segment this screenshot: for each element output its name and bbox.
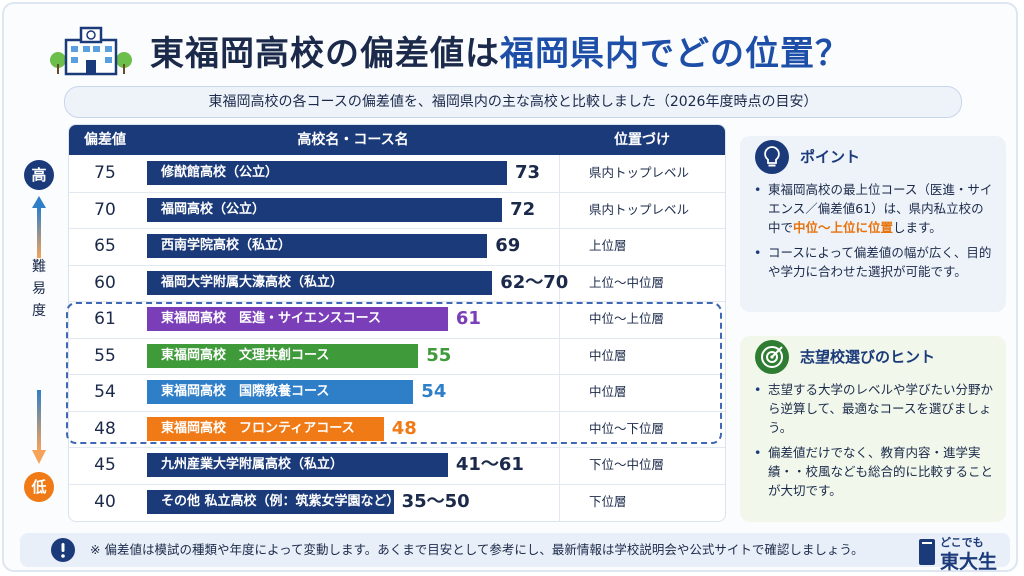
bar-label: 福岡大学附属大濠高校（私立）	[161, 274, 344, 290]
row-rank: 上位〜中位層	[589, 274, 665, 290]
row-divider	[69, 483, 725, 485]
bar: 東福岡高校 フロンティアコース	[147, 416, 384, 441]
data-label: 62〜70	[500, 271, 569, 293]
row-divider	[69, 374, 725, 375]
row-rank: 下位層	[589, 493, 627, 509]
alert-icon	[51, 538, 75, 562]
header-name: 高校名・コース名	[297, 132, 409, 148]
row-rank: 下位〜中位層	[589, 457, 665, 473]
row-score: 45	[94, 455, 116, 476]
row-score: 55	[94, 345, 116, 366]
page-title-highlight: 福岡県内でどの位置？	[500, 34, 850, 74]
bar: 西南学院高校（私立）	[147, 234, 488, 259]
row-score: 70	[94, 199, 116, 220]
row-rank: 中位〜上位層	[589, 311, 665, 327]
row-score: 40	[94, 491, 116, 512]
row-divider	[69, 447, 725, 448]
row-score: 61	[94, 309, 116, 330]
row-score: 60	[94, 272, 116, 293]
scale-label: 難易度	[32, 259, 46, 319]
hint-panel-header: 志望校選びのヒント	[740, 336, 1006, 378]
bar: 福岡大学附属大濠高校（私立）	[147, 270, 493, 295]
bar-label: 修猷館高校（公立）	[161, 165, 279, 181]
hint-panel: 志望校選びのヒント 志望する大学のレベルや学びたい分野から逆算して、最適なコース…	[740, 336, 1006, 522]
page-title: 東福岡高校の偏差値は福岡県内でどの位置？	[150, 34, 850, 74]
header-rank: 位置づけ	[614, 132, 670, 148]
bar: 修猷館高校（公立）	[147, 161, 507, 186]
hint-bullet-2: 偏差値だけでなく、教育内容・進学実績・・校風なども総合的に比較することが大切です…	[752, 443, 996, 500]
scale-low: 低	[24, 472, 54, 502]
school-building-icon	[50, 26, 132, 76]
title-row: 東福岡高校の偏差値は福岡県内でどの位置？	[0, 18, 1024, 78]
data-label: 69	[495, 235, 521, 257]
row-rank: 中位層	[589, 347, 627, 363]
bar-label: 東福岡高校 医進・サイエンスコース	[161, 311, 381, 327]
row-rank: 県内トップレベル	[589, 201, 690, 217]
row-score: 75	[94, 163, 116, 184]
row-divider	[69, 191, 725, 193]
bar-label: 福岡高校（公立）	[161, 201, 266, 217]
bar: その他 私立高校（例：筑紫女学園など）	[147, 489, 400, 514]
scale-high: 高	[24, 160, 54, 190]
bar-label: 西南学院高校（私立）	[161, 238, 292, 254]
footer-text: ※ 偏差値は模試の種類や年度によって変動します。あくまで目安として参考にし、最新…	[90, 542, 864, 557]
logo-text-top: どこでも	[940, 536, 984, 549]
bar-label: 東福岡高校 フロンティアコース	[161, 420, 355, 436]
bar-label: 東福岡高校 国際教養コース	[161, 384, 330, 400]
brand-logo: どこでも 東大生	[918, 532, 1014, 573]
bar: 九州産業大学附属高校（私立）	[147, 453, 448, 478]
data-label: 35〜50	[401, 490, 470, 512]
hint-bullet-1: 志望する大学のレベルや学びたい分野から逆算して、最適なコースを選びましょう。	[752, 380, 996, 437]
bar: 福岡高校（公立）	[147, 197, 503, 222]
point-panel-header: ポイント	[740, 136, 1006, 178]
comparison-table: 偏差値 高校名・コース名 位置づけ 75 修猷館高校（公立） 73 県内トップレベル 7…	[68, 124, 726, 522]
data-label: 41〜61	[455, 454, 524, 476]
bar: 東福岡高校 医進・サイエンスコース	[147, 307, 448, 332]
point-panel: ポイント 東福岡高校の最上位コース（医進・サイエンス／偏差値61）は、県内私立校…	[740, 136, 1006, 312]
point-bullet-2: コースによって偏差値の幅が広く、目的や学力に合わせた選択が可能です。	[752, 243, 996, 281]
bar-label: 九州産業大学附属高校（私立）	[161, 457, 344, 473]
point-bullet-1: 東福岡高校の最上位コース（医進・サイエンス／偏差値61）は、県内私立校の中で中位…	[752, 180, 996, 237]
hint-heading: 志望校選びのヒント	[800, 348, 936, 366]
logo-text-bottom: 東大生	[940, 551, 998, 573]
subtitle: 東福岡高校の各コースの偏差値を、福岡県内の主な高校と比較しました（2026年度時…	[64, 86, 962, 118]
point-heading: ポイント	[800, 148, 861, 166]
target-icon	[755, 340, 789, 374]
row-rank: 中位層	[589, 384, 627, 400]
data-label: 61	[455, 308, 481, 330]
row-score: 65	[94, 236, 116, 257]
difficulty-scale: 高 難易度 低	[18, 160, 58, 502]
bar: 東福岡高校 文理共創コース	[147, 343, 419, 368]
data-label: 54	[421, 381, 447, 403]
data-label: 55	[426, 344, 452, 366]
row-rank: 上位層	[589, 238, 627, 254]
table-header: 偏差値 高校名・コース名 位置づけ	[69, 125, 725, 155]
bar-label: その他 私立高校（例：筑紫女学園など）	[161, 493, 400, 509]
data-label: 72	[510, 198, 536, 220]
row-divider	[69, 228, 725, 229]
row-score: 54	[94, 382, 116, 403]
row-divider	[69, 337, 725, 339]
data-label: 73	[515, 162, 541, 184]
scale-arrow-icon	[32, 196, 46, 464]
row-divider	[69, 410, 725, 412]
row-divider	[69, 264, 725, 266]
row-score: 48	[94, 418, 116, 439]
lightbulb-icon	[755, 140, 789, 174]
header-score: 偏差値	[84, 132, 126, 148]
bar: 東福岡高校 国際教養コース	[147, 380, 414, 405]
bar-label: 東福岡高校 文理共創コース	[161, 347, 330, 363]
footer-note: ※ 偏差値は模試の種類や年度によって変動します。あくまで目安として参考にし、最新…	[20, 533, 1010, 567]
book-logo-icon	[919, 539, 935, 565]
row-rank: 県内トップレベル	[589, 165, 690, 181]
row-rank: 中位〜下位層	[589, 420, 665, 436]
data-label: 48	[391, 417, 417, 439]
highlight-group-frame	[66, 302, 722, 444]
row-divider	[69, 301, 725, 302]
